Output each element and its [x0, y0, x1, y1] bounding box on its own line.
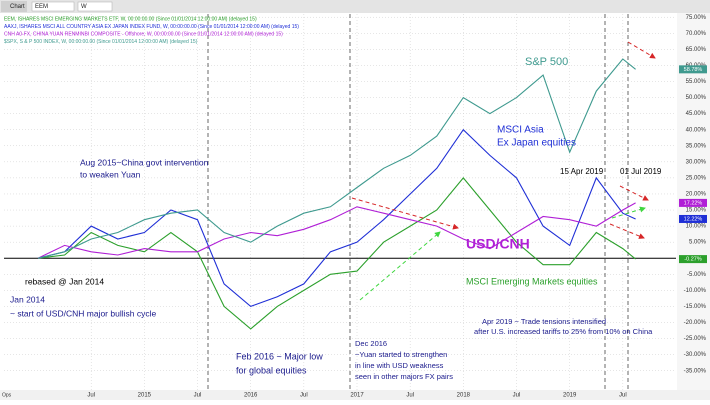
y-tick-label: -25.00% [684, 336, 707, 342]
y-tick-label: -35.00% [684, 368, 707, 374]
annotation: to weaken Yuan [80, 169, 141, 179]
annotation: 15 Apr 2019 [560, 167, 604, 176]
x-tick-label: 2019 [563, 393, 577, 399]
arrow [359, 231, 441, 301]
x-tick-label: Jul [300, 393, 308, 399]
x-tick-label: Jul [87, 393, 95, 399]
toolbar [0, 0, 710, 13]
arrow [619, 185, 649, 201]
interval-box[interactable] [77, 1, 113, 12]
last-value-label: 17.22% [684, 200, 703, 206]
y-tick-label: 10.00% [686, 224, 707, 230]
arrow [609, 223, 645, 239]
x-tick-label: Jul [406, 393, 414, 399]
last-value-label: 12.22% [684, 216, 703, 222]
series-line [37, 202, 636, 259]
x-tick-label: 2017 [350, 393, 364, 399]
last-value-label: 58.78% [684, 67, 703, 73]
last-value-box [679, 255, 707, 264]
annotation: Ex Japan equities [497, 138, 576, 149]
x-tick-label: 2018 [457, 393, 471, 399]
series-line [37, 128, 636, 308]
interval: W [81, 4, 87, 10]
y-tick-label: 30.00% [686, 159, 707, 165]
annotation: MSCI Emerging Markets equities [466, 276, 598, 286]
annotation: Apr 2019 ~ Trade tensions intensified [482, 317, 606, 326]
annotation: MSCI Asia [497, 125, 544, 136]
series-line [37, 58, 636, 259]
chart-tab[interactable] [1, 1, 27, 12]
y-tick-label: -20.00% [684, 320, 707, 326]
series-line [37, 177, 636, 330]
last-value-box [679, 198, 707, 207]
y-tick-label: 75.00% [686, 15, 707, 21]
y-tick-label: -5.00% [687, 272, 707, 278]
legend-entry: CNH A0-FX, CHINA YUAN RENMINBI COMPOSITE… [4, 31, 283, 37]
last-value-box [679, 65, 707, 74]
y-tick-label: 70.00% [686, 31, 707, 37]
y-tick-label: 15.00% [686, 208, 707, 214]
annotation: seen in other majors FX pairs [355, 372, 453, 381]
tab-label: Chart [10, 4, 25, 10]
overlay: EEM, ISHARES MSCI EMERGING MARKETS ETF, … [4, 16, 707, 381]
x-tick-label: 2015 [138, 393, 152, 399]
x-tick-label: 2016 [244, 393, 258, 399]
y-tick-label: 50.00% [686, 95, 707, 101]
x-tick-label: Jul [619, 393, 627, 399]
legend-entry: EEM, ISHARES MSCI EMERGING MARKETS ETF, … [4, 16, 257, 22]
symbol: EEM [35, 4, 48, 10]
y-tick-label: 65.00% [686, 47, 707, 53]
arrow [351, 197, 459, 230]
y-tick-label: -30.00% [684, 352, 707, 358]
arrows [351, 41, 656, 301]
y-tick-label: -10.00% [684, 288, 707, 294]
annotation: Feb 2016 ~ Major low [236, 351, 323, 361]
y-tick-label: 40.00% [686, 127, 707, 133]
y-tick-label: 20.00% [686, 192, 707, 198]
annotation: rebased @ Jan 2014 [25, 276, 104, 286]
plot [37, 58, 636, 330]
annotation: for global equities [236, 365, 307, 375]
x-tick-label: Jul [513, 393, 521, 399]
y-tick-label: 35.00% [686, 143, 707, 149]
legend-entry: AAXJ, ISHARES MSCI ALL COUNTRY ASIA EX J… [4, 24, 299, 30]
last-value-box [679, 214, 707, 223]
annotation: Jan 2014 [10, 294, 45, 304]
annotation: ~ start of USD/CNH major bullish cycle [10, 308, 156, 318]
arrow [611, 206, 646, 219]
x-tick-label: Jul [194, 393, 202, 399]
y-tick-label: 5.00% [689, 240, 707, 246]
x-axis-band [0, 390, 710, 400]
y-tick-label: -15.00% [684, 304, 707, 310]
y-tick-label: 45.00% [686, 111, 707, 117]
annotation: after U.S. increased tariffs to 25% from… [474, 327, 653, 336]
annotation: 01 Jul 2019 [620, 167, 662, 176]
symbol-box[interactable] [31, 1, 75, 12]
last-value-label: -0.27% [684, 257, 702, 263]
annotation: Dec 2016 [355, 339, 387, 348]
y-tick-label: 55.00% [686, 79, 707, 85]
annotation: in line with USD weakness [355, 361, 444, 370]
footer-label: Ops [2, 392, 12, 398]
y-tick-label: 25.00% [686, 175, 707, 181]
annotation: S&P 500 [525, 56, 568, 68]
annotation: USD/CNH [466, 236, 530, 252]
grid: -35.00% -30.00% -25.00% -20.00% -15.00% -10.0… [4, 14, 707, 399]
legend-entry: $SPX, S & P 500 INDEX, W, 00:00:00.00 (S… [4, 39, 198, 45]
annotation: ~Yuan started to strengthen [355, 350, 447, 359]
annotation: Aug 2015~China govt intervention [80, 157, 209, 167]
arrow [627, 41, 656, 59]
